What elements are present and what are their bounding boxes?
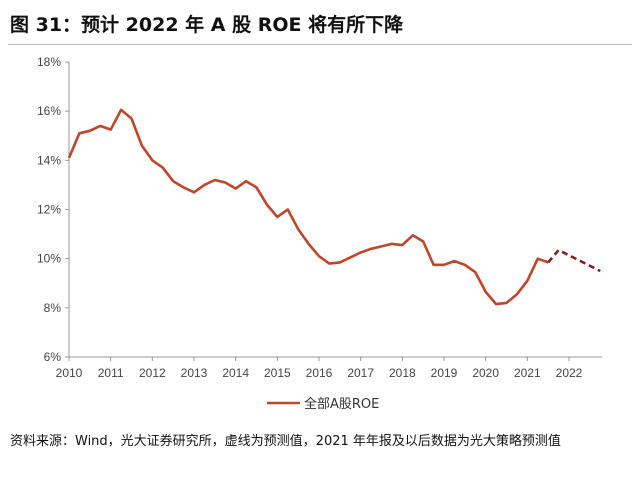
x-tick-label: 2022 [556, 366, 583, 380]
roe-line-chart: 6% 8% 10% 12% 14% 16% 18% 2010 2011 2012 2013 2014 2… [37, 55, 603, 412]
y-tick-label: 16% [37, 104, 61, 118]
forecast-line [547, 248, 601, 273]
x-tick-label: 2012 [139, 366, 166, 380]
x-tick-label: 2010 [56, 366, 83, 380]
x-tick-label: 2014 [222, 366, 249, 380]
legend-label: 全部A股ROE [304, 396, 379, 412]
x-tick-label: 2018 [389, 366, 416, 380]
figure-title: 图 31：预计 2022 年 A 股 ROE 将有所下降 [10, 14, 404, 36]
x-tick-label: 2013 [181, 366, 208, 380]
x-tick-label: 2016 [306, 366, 333, 380]
y-tick-label: 10% [37, 252, 61, 266]
x-tick-label: 2021 [514, 366, 541, 380]
x-tick-label: 2019 [431, 366, 458, 380]
y-tick-label: 14% [37, 153, 61, 167]
x-tick-label: 2017 [347, 366, 374, 380]
x-tick-label: 2011 [98, 366, 124, 380]
title-divider [8, 44, 632, 45]
y-tick-label: 8% [44, 301, 62, 315]
x-tick-label: 2020 [472, 366, 499, 380]
y-tick-label: 12% [37, 203, 61, 217]
y-tick-label: 18% [37, 55, 61, 69]
y-tick-label: 6% [44, 350, 62, 364]
x-tick-label: 2015 [264, 366, 291, 380]
source-note: 资料来源：Wind，光大证券研究所，虚线为预测值，2021 年年报及以后数据为光… [10, 434, 561, 449]
roe-line [67, 108, 549, 306]
